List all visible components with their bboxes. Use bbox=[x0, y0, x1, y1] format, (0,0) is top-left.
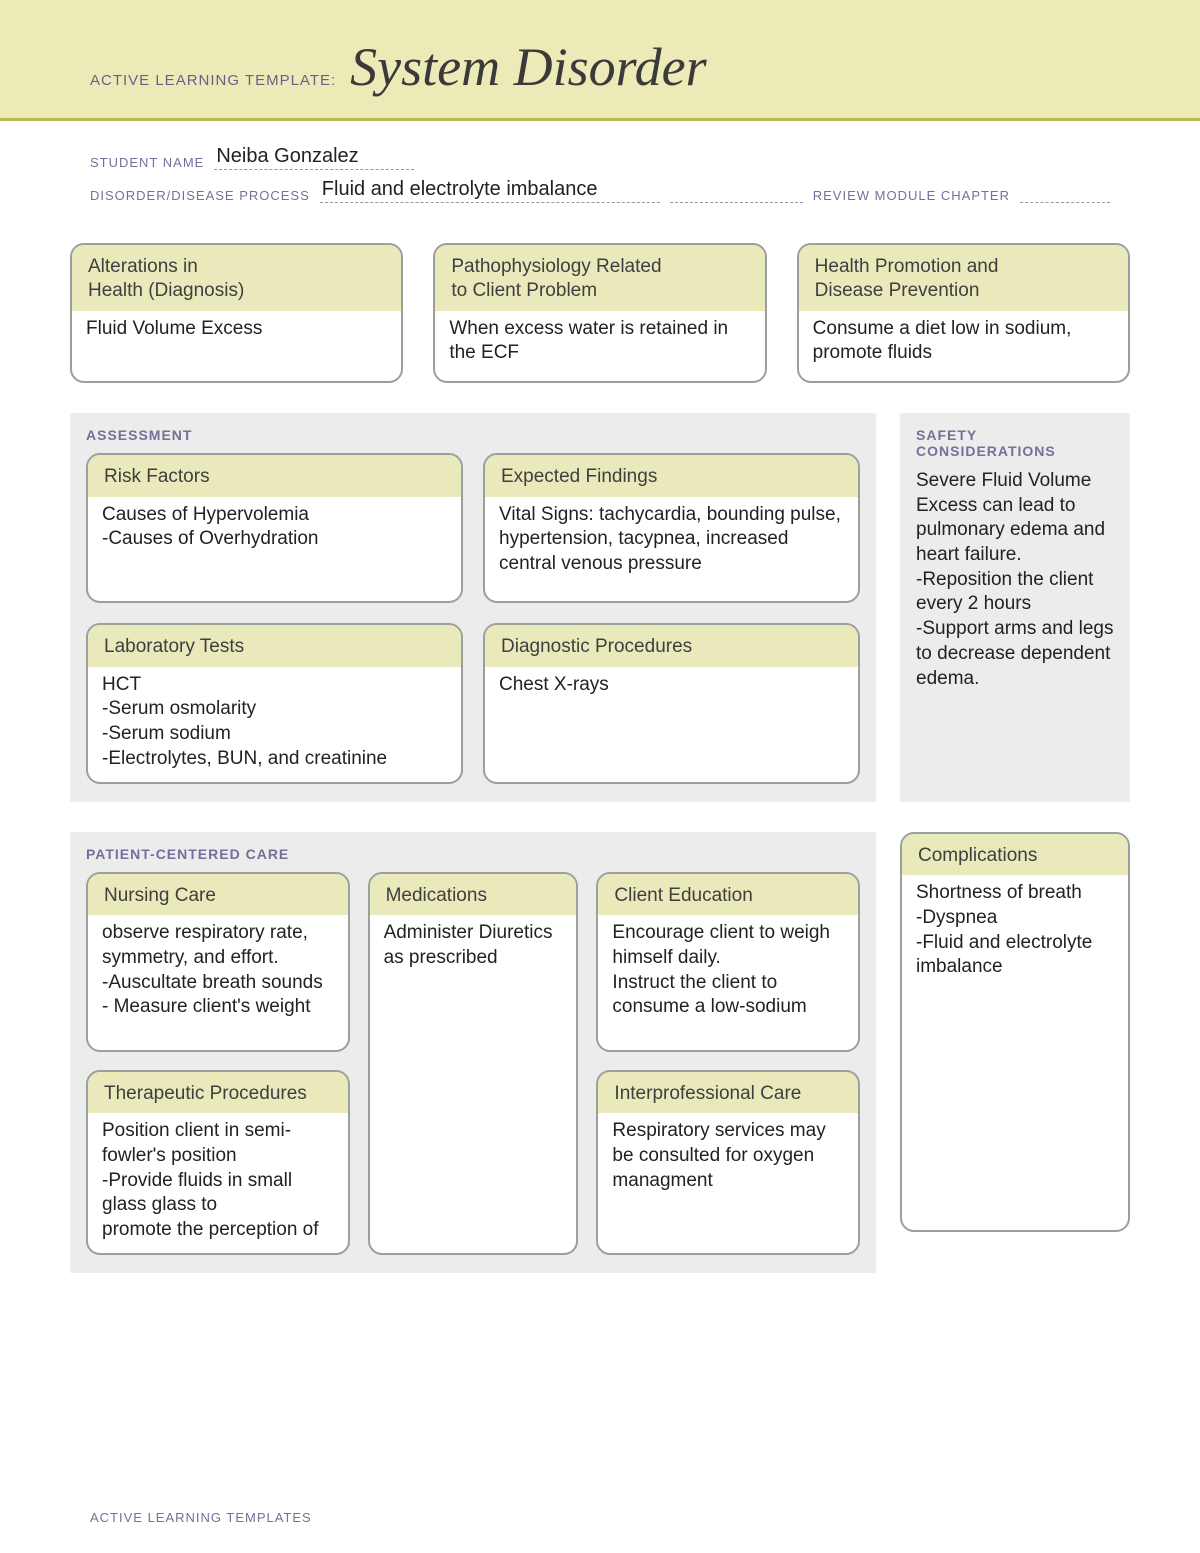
student-name-value: Neiba Gonzalez bbox=[214, 145, 414, 170]
footer-label: ACTIVE LEARNING TEMPLATES bbox=[90, 1510, 312, 1525]
therapeutic-procedures-card: Therapeutic Procedures Position client i… bbox=[86, 1070, 350, 1255]
interprofessional-care-title: Interprofessional Care bbox=[598, 1072, 858, 1114]
laboratory-tests-card: Laboratory Tests HCT -Serum osmolarity -… bbox=[86, 623, 463, 784]
content-area: Alterations in Health (Diagnosis) Fluid … bbox=[0, 213, 1200, 1273]
assessment-label: ASSESSMENT bbox=[86, 427, 860, 443]
health-promotion-body: Consume a diet low in sodium, promote fl… bbox=[799, 311, 1128, 376]
client-education-body: Encourage client to weigh himself daily.… bbox=[598, 915, 858, 1030]
medications-card: Medications Administer Diuretics as pres… bbox=[368, 872, 579, 1255]
safety-section: SAFETY CONSIDERATIONS Severe Fluid Volum… bbox=[900, 413, 1130, 802]
disorder-label: DISORDER/DISEASE PROCESS bbox=[90, 188, 310, 203]
interprofessional-care-card: Interprofessional Care Respiratory servi… bbox=[596, 1070, 860, 1255]
alterations-title: Alterations in Health (Diagnosis) bbox=[72, 245, 401, 311]
student-name-label: STUDENT NAME bbox=[90, 155, 204, 170]
assessment-section: ASSESSMENT Risk Factors Causes of Hyperv… bbox=[70, 413, 876, 802]
safety-body: Severe Fluid Volume Excess can lead to p… bbox=[916, 469, 1114, 691]
risk-factors-card: Risk Factors Causes of Hypervolemia -Cau… bbox=[86, 453, 463, 603]
medications-body: Administer Diuretics as prescribed bbox=[370, 915, 577, 980]
bottom-row: PATIENT-CENTERED CARE Nursing Care obser… bbox=[70, 832, 1130, 1273]
therapeutic-procedures-title: Therapeutic Procedures bbox=[88, 1072, 348, 1114]
alterations-body: Fluid Volume Excess bbox=[72, 311, 401, 352]
client-education-title: Client Education bbox=[598, 874, 858, 916]
safety-label: SAFETY CONSIDERATIONS bbox=[916, 427, 1114, 459]
client-education-card: Client Education Encourage client to wei… bbox=[596, 872, 860, 1052]
diagnostic-procedures-title: Diagnostic Procedures bbox=[485, 625, 858, 667]
therapeutic-procedures-body: Position client in semi-fowler's positio… bbox=[88, 1113, 348, 1252]
pathophysiology-card: Pathophysiology Related to Client Proble… bbox=[433, 243, 766, 383]
header-banner: ACTIVE LEARNING TEMPLATE: System Disorde… bbox=[0, 0, 1200, 121]
expected-findings-card: Expected Findings Vital Signs: tachycard… bbox=[483, 453, 860, 603]
medications-title: Medications bbox=[370, 874, 577, 916]
meta-section: STUDENT NAME Neiba Gonzalez DISORDER/DIS… bbox=[0, 121, 1200, 213]
expected-findings-body: Vital Signs: tachycardia, bounding pulse… bbox=[485, 497, 858, 587]
patient-centered-care-section: PATIENT-CENTERED CARE Nursing Care obser… bbox=[70, 832, 876, 1273]
chapter-blank bbox=[1020, 185, 1110, 203]
nursing-care-card: Nursing Care observe respiratory rate, s… bbox=[86, 872, 350, 1052]
health-promotion-card: Health Promotion and Disease Prevention … bbox=[797, 243, 1130, 383]
template-title: System Disorder bbox=[350, 36, 706, 98]
expected-findings-title: Expected Findings bbox=[485, 455, 858, 497]
disorder-value: Fluid and electrolyte imbalance bbox=[320, 178, 660, 203]
nursing-care-title: Nursing Care bbox=[88, 874, 348, 916]
complications-card: Complications Shortness of breath -Dyspn… bbox=[900, 832, 1130, 1232]
diagnostic-procedures-card: Diagnostic Procedures Chest X-rays bbox=[483, 623, 860, 784]
template-label: ACTIVE LEARNING TEMPLATE: bbox=[90, 72, 336, 89]
alterations-card: Alterations in Health (Diagnosis) Fluid … bbox=[70, 243, 403, 383]
pcc-label: PATIENT-CENTERED CARE bbox=[86, 846, 860, 862]
complications-title: Complications bbox=[902, 834, 1128, 876]
complications-column: Complications Shortness of breath -Dyspn… bbox=[900, 832, 1130, 1273]
nursing-care-body: observe respiratory rate, symmetry, and … bbox=[88, 915, 348, 1030]
top-row: Alterations in Health (Diagnosis) Fluid … bbox=[70, 243, 1130, 383]
laboratory-tests-body: HCT -Serum osmolarity -Serum sodium -Ele… bbox=[88, 667, 461, 782]
interprofessional-care-body: Respiratory services may be consulted fo… bbox=[598, 1113, 858, 1203]
risk-factors-title: Risk Factors bbox=[88, 455, 461, 497]
blank-line bbox=[670, 185, 803, 203]
chapter-label: REVIEW MODULE CHAPTER bbox=[813, 188, 1010, 203]
mid-row: ASSESSMENT Risk Factors Causes of Hyperv… bbox=[70, 413, 1130, 802]
complications-body: Shortness of breath -Dyspnea -Fluid and … bbox=[902, 875, 1128, 990]
pathophysiology-body: When excess water is retained in the ECF bbox=[435, 311, 764, 376]
pathophysiology-title: Pathophysiology Related to Client Proble… bbox=[435, 245, 764, 311]
health-promotion-title: Health Promotion and Disease Prevention bbox=[799, 245, 1128, 311]
page: ACTIVE LEARNING TEMPLATE: System Disorde… bbox=[0, 0, 1200, 1553]
diagnostic-procedures-body: Chest X-rays bbox=[485, 667, 858, 708]
risk-factors-body: Causes of Hypervolemia -Causes of Overhy… bbox=[88, 497, 461, 562]
laboratory-tests-title: Laboratory Tests bbox=[88, 625, 461, 667]
